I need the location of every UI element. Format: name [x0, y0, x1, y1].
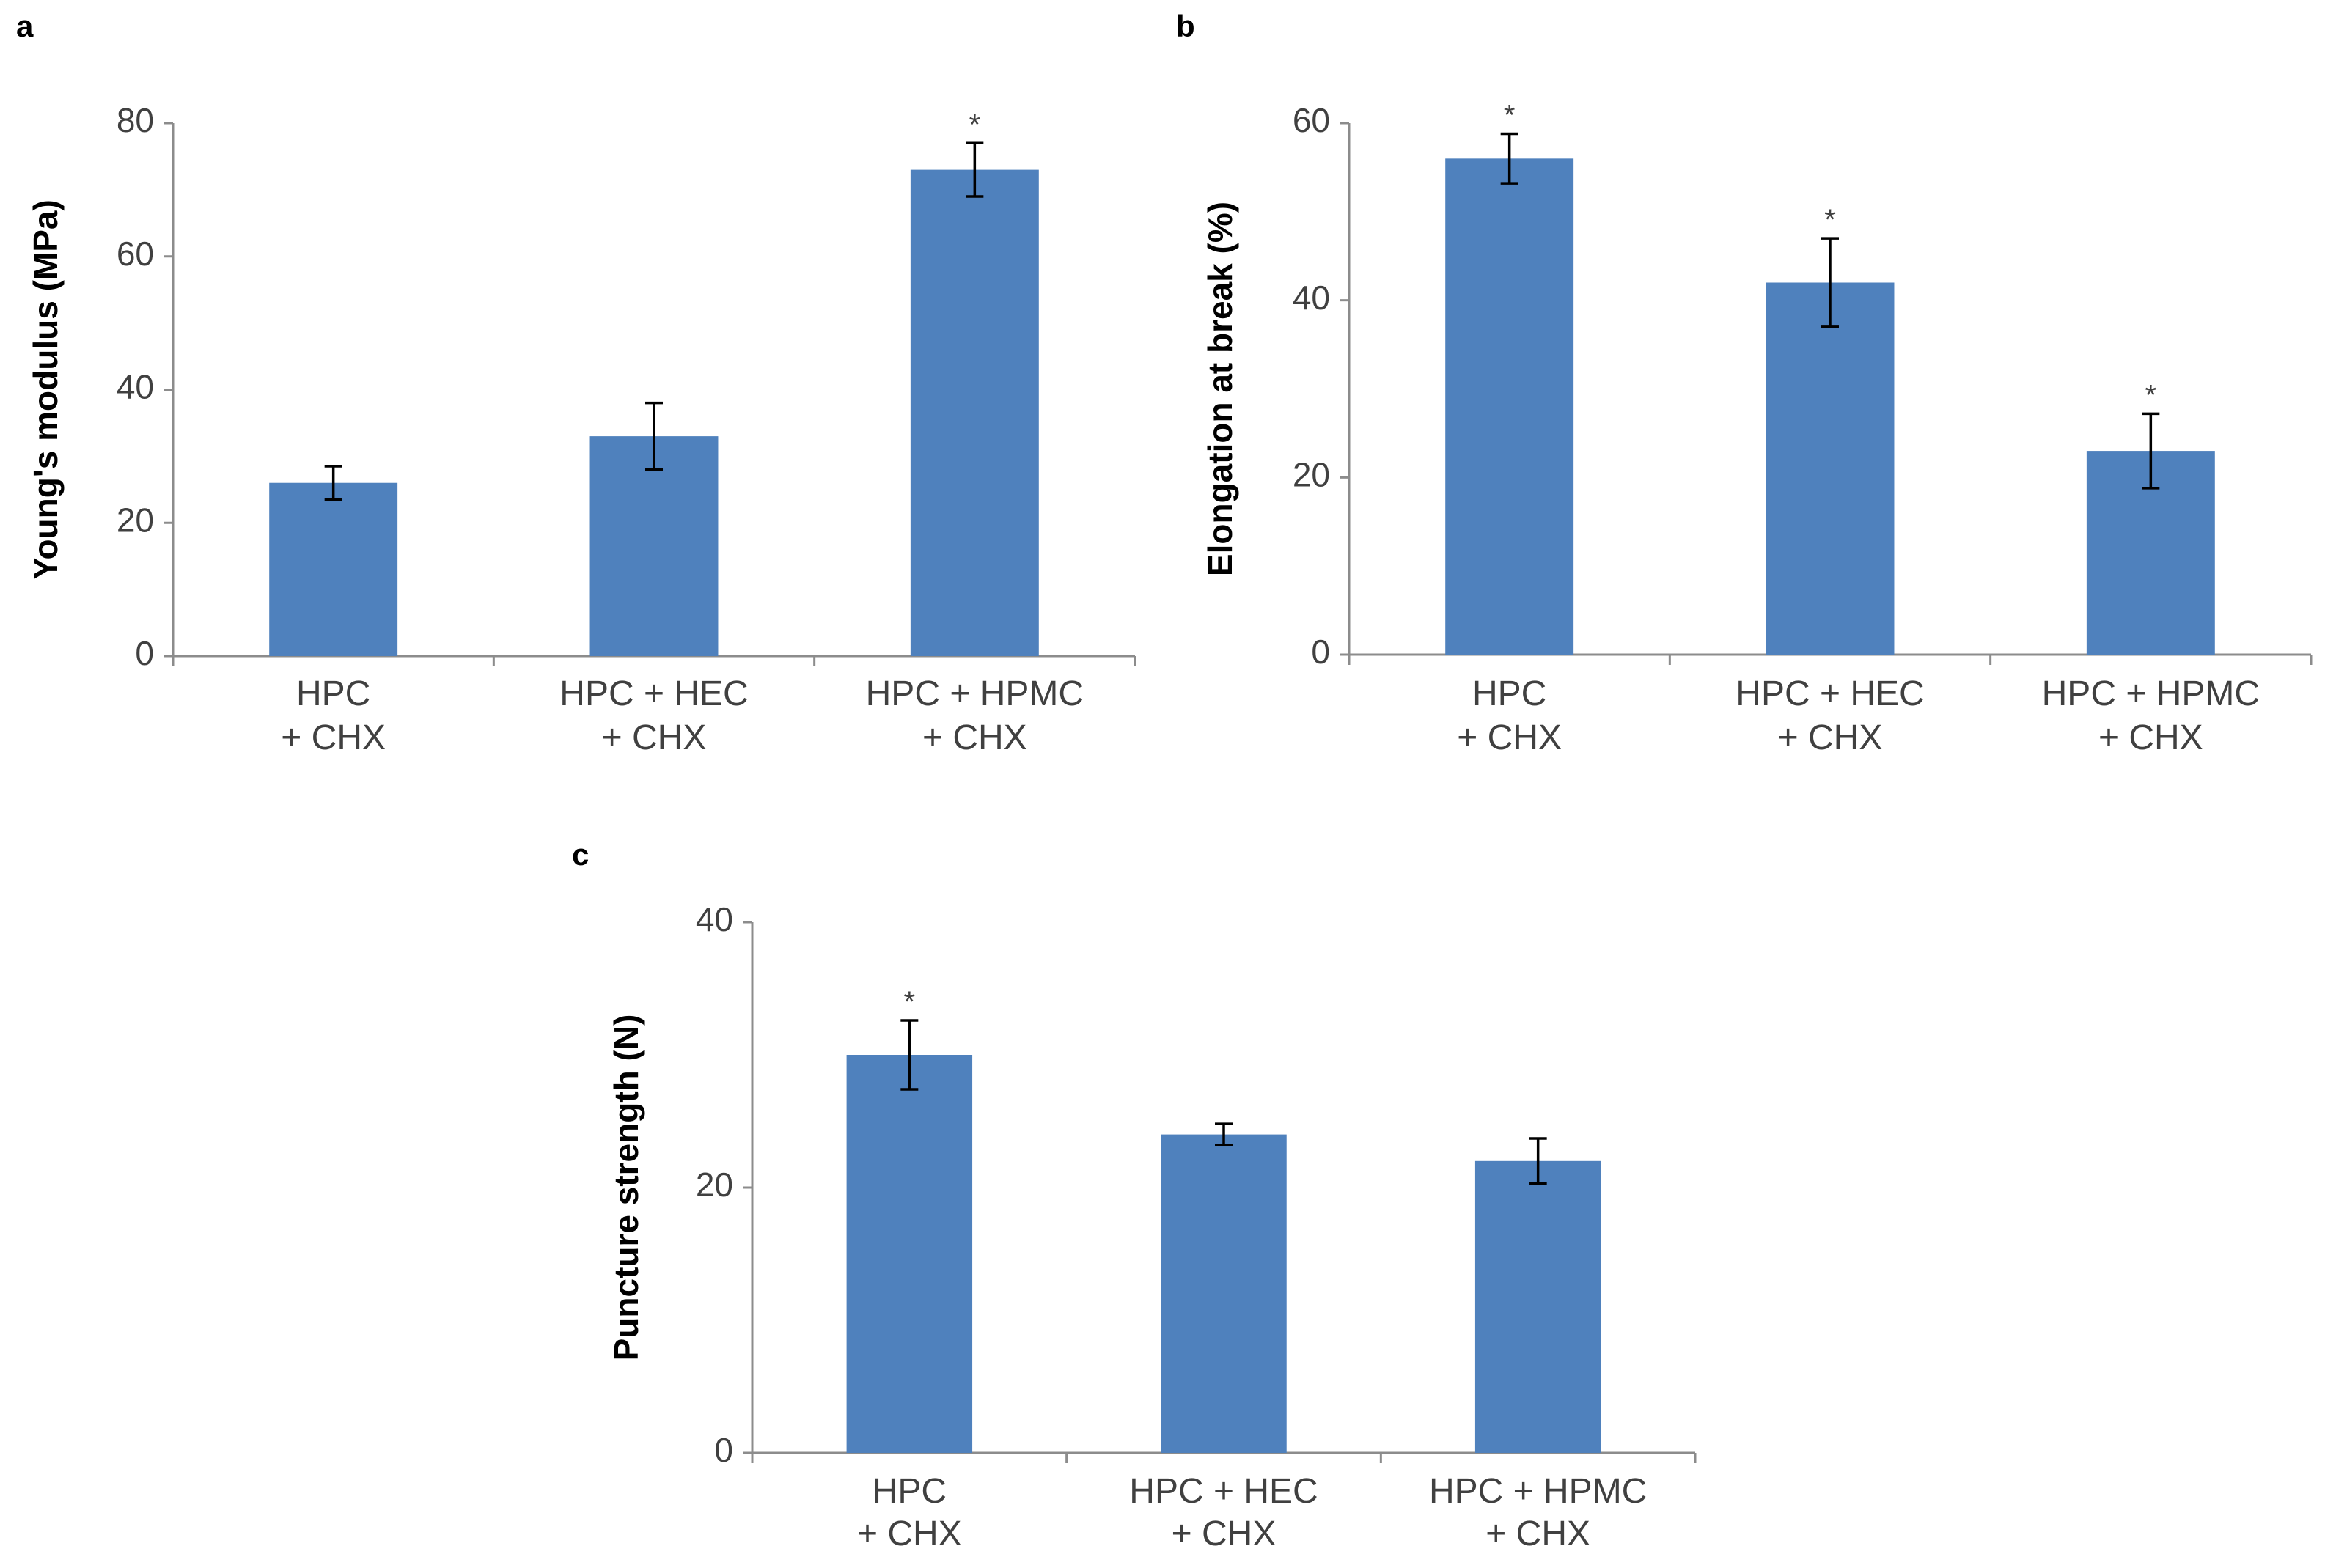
- bar: [846, 1055, 973, 1453]
- y-axis-label: Elongation at break (%): [1201, 202, 1239, 576]
- y-tick-label: 20: [117, 501, 154, 539]
- x-category-label: + CHX: [281, 718, 386, 757]
- bar: [589, 436, 719, 656]
- y-tick-label: 40: [696, 900, 733, 938]
- chart-panel-a: a Young's modulus (MPa) 0 20 40 60 80 HPC + CHX H…: [16, 9, 1136, 757]
- y-tick-label: 0: [714, 1431, 733, 1469]
- significance-marker: *: [969, 108, 981, 141]
- y-tick-label: 40: [117, 368, 154, 406]
- y-tick-label: 60: [117, 235, 154, 273]
- y-tick-label: 0: [135, 634, 154, 672]
- panel-letter: a: [16, 9, 34, 43]
- bar: [910, 169, 1039, 657]
- x-category-label: HPC + HPMC: [1429, 1472, 1647, 1511]
- x-category-label: HPC + HPMC: [2042, 674, 2260, 713]
- x-category-label: + CHX: [2098, 718, 2203, 757]
- x-category-label: + CHX: [1485, 1514, 1590, 1553]
- x-category-label: + CHX: [602, 718, 707, 757]
- bar: [1474, 1160, 1601, 1453]
- y-tick-label: 80: [117, 101, 154, 139]
- bar: [269, 482, 398, 656]
- x-category-label: + CHX: [1778, 718, 1883, 757]
- x-category-label: HPC + HEC: [559, 674, 748, 713]
- y-axis-label: Puncture strength (N): [607, 1015, 645, 1361]
- significance-marker: *: [1824, 204, 1836, 236]
- bar: [1766, 282, 1895, 655]
- x-category-label: HPC + HPMC: [866, 674, 1084, 713]
- y-axis-label: Young's modulus (MPa): [26, 199, 65, 580]
- x-category-label: HPC: [873, 1472, 947, 1511]
- bar: [1161, 1134, 1287, 1453]
- y-tick-label: 40: [1293, 279, 1330, 317]
- chart-panel-b: b Elongation at break (%) 0 20 40 60 * HPC + CHX…: [1176, 9, 2313, 757]
- panel-letter: c: [572, 837, 589, 872]
- significance-marker: *: [904, 986, 916, 1018]
- significance-marker: *: [2145, 379, 2157, 411]
- x-category-label: + CHX: [922, 718, 1027, 757]
- x-category-label: HPC + HEC: [1736, 674, 1924, 713]
- bar: [1445, 158, 1574, 655]
- x-category-label: HPC: [296, 674, 370, 713]
- x-category-label: + CHX: [1172, 1514, 1277, 1553]
- y-tick-label: 60: [1293, 101, 1330, 139]
- x-category-label: + CHX: [857, 1514, 962, 1553]
- y-tick-label: 20: [696, 1166, 733, 1204]
- y-tick-label: 20: [1293, 455, 1330, 493]
- significance-marker: *: [1504, 100, 1516, 132]
- y-tick-label: 0: [1311, 633, 1330, 671]
- panel-letter: b: [1176, 9, 1195, 43]
- x-category-label: + CHX: [1457, 718, 1562, 757]
- x-category-label: HPC + HEC: [1129, 1472, 1318, 1511]
- x-category-label: HPC: [1472, 674, 1546, 713]
